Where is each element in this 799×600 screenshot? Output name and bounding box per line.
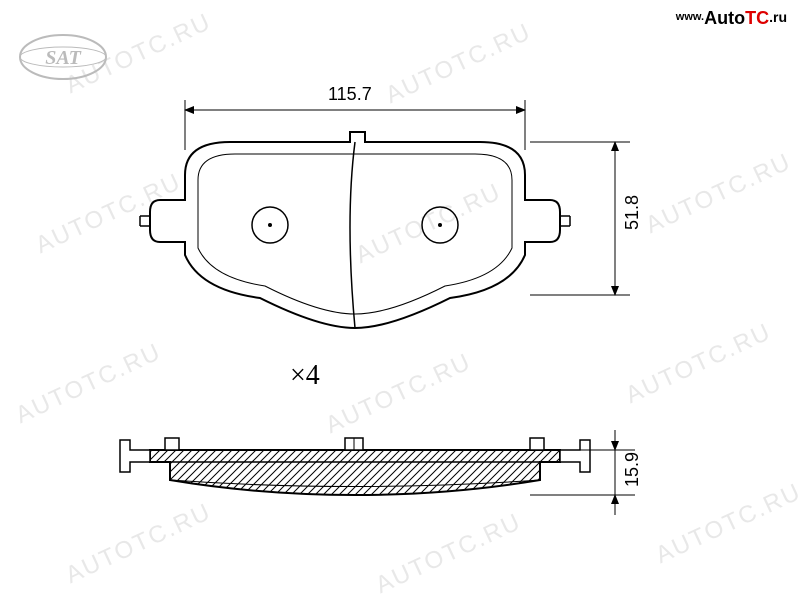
url-tc: TC [745,8,769,28]
dim-width: 115.7 [328,84,372,105]
quantity-label: ×4 [290,360,320,392]
dim-height: 51.8 [622,195,643,230]
url-auto: Auto [704,8,745,28]
dim-thickness: 15.9 [622,452,643,487]
site-url: www.AutoTC.ru [676,8,787,29]
url-ru: .ru [769,9,787,25]
technical-drawing: 115.7 51.8 15.9 ×4 [90,80,710,560]
url-www: www. [676,11,704,23]
svg-text:SAT: SAT [45,47,81,69]
brand-logo: SAT [18,30,108,85]
